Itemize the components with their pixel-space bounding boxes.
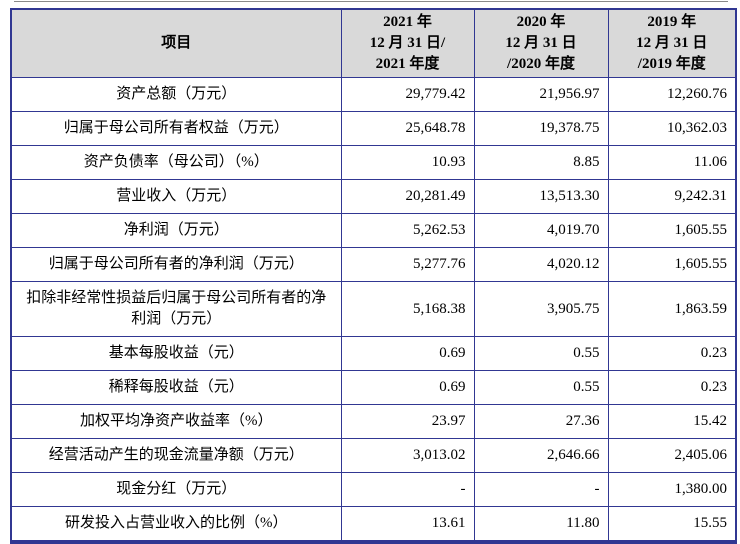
value-2021: 5,277.76 [340, 247, 475, 282]
value-2021: 23.97 [340, 404, 475, 439]
row-label: 资产负债率（母公司）（%） [10, 145, 342, 180]
financial-summary-table: 项目 2021 年 12 月 31 日/ 2021 年度 2020 年 12 月… [10, 8, 737, 544]
value-2021: 13.61 [340, 506, 475, 543]
value-2021: - [340, 472, 475, 507]
value-2020: - [473, 472, 609, 507]
value-2020: 19,378.75 [473, 111, 609, 146]
row-label: 现金分红（万元） [10, 472, 342, 507]
value-2019: 1,605.55 [607, 247, 737, 282]
value-2020: 27.36 [473, 404, 609, 439]
column-header-2021: 2021 年 12 月 31 日/ 2021 年度 [340, 8, 475, 78]
row-label: 研发投入占营业收入的比例（%） [10, 506, 342, 543]
value-2019: 2,405.06 [607, 438, 737, 473]
value-2020: 8.85 [473, 145, 609, 180]
value-2020: 21,956.97 [473, 77, 609, 112]
row-label: 稀释每股收益（元） [10, 370, 342, 405]
table-row: 归属于母公司所有者的净利润（万元） 5,277.76 4,020.12 1,60… [10, 247, 737, 282]
table-row: 现金分红（万元） - - 1,380.00 [10, 472, 737, 507]
row-label: 归属于母公司所有者的净利润（万元） [10, 247, 342, 282]
row-label: 净利润（万元） [10, 213, 342, 248]
value-2020: 13,513.30 [473, 179, 609, 214]
value-2019: 0.23 [607, 336, 737, 371]
page-top-rule [14, 1, 728, 2]
value-2019: 9,242.31 [607, 179, 737, 214]
table-row: 基本每股收益（元） 0.69 0.55 0.23 [10, 336, 737, 371]
table-row: 资产总额（万元） 29,779.42 21,956.97 12,260.76 [10, 77, 737, 112]
table-row: 归属于母公司所有者权益（万元） 25,648.78 19,378.75 10,3… [10, 111, 737, 146]
table-header: 项目 2021 年 12 月 31 日/ 2021 年度 2020 年 12 月… [10, 8, 737, 78]
table-row: 净利润（万元） 5,262.53 4,019.70 1,605.55 [10, 213, 737, 248]
value-2020: 2,646.66 [473, 438, 609, 473]
column-header-item: 项目 [10, 8, 342, 78]
value-2021: 0.69 [340, 370, 475, 405]
row-label: 基本每股收益（元） [10, 336, 342, 371]
row-label: 扣除非经常性损益后归属于母公司所有者的净利润（万元） [10, 281, 342, 337]
value-2021: 3,013.02 [340, 438, 475, 473]
value-2020: 0.55 [473, 370, 609, 405]
table-row: 稀释每股收益（元） 0.69 0.55 0.23 [10, 370, 737, 405]
value-2019: 0.23 [607, 370, 737, 405]
row-label: 归属于母公司所有者权益（万元） [10, 111, 342, 146]
value-2019: 10,362.03 [607, 111, 737, 146]
value-2020: 3,905.75 [473, 281, 609, 337]
table-row: 加权平均净资产收益率（%） 23.97 27.36 15.42 [10, 404, 737, 439]
table-row: 营业收入（万元） 20,281.49 13,513.30 9,242.31 [10, 179, 737, 214]
value-2021: 5,262.53 [340, 213, 475, 248]
column-header-2020: 2020 年 12 月 31 日 /2020 年度 [473, 8, 609, 78]
value-2021: 20,281.49 [340, 179, 475, 214]
value-2019: 1,380.00 [607, 472, 737, 507]
row-label: 经营活动产生的现金流量净额（万元） [10, 438, 342, 473]
value-2019: 15.42 [607, 404, 737, 439]
value-2019: 1,863.59 [607, 281, 737, 337]
row-label: 营业收入（万元） [10, 179, 342, 214]
table-row: 资产负债率（母公司）（%） 10.93 8.85 11.06 [10, 145, 737, 180]
value-2019: 12,260.76 [607, 77, 737, 112]
value-2019: 1,605.55 [607, 213, 737, 248]
column-header-2019: 2019 年 12 月 31 日 /2019 年度 [607, 8, 737, 78]
value-2021: 29,779.42 [340, 77, 475, 112]
value-2021: 25,648.78 [340, 111, 475, 146]
value-2020: 4,020.12 [473, 247, 609, 282]
row-label: 加权平均净资产收益率（%） [10, 404, 342, 439]
value-2020: 11.80 [473, 506, 609, 543]
value-2019: 15.55 [607, 506, 737, 543]
table-body: 资产总额（万元） 29,779.42 21,956.97 12,260.76 归… [10, 77, 737, 543]
value-2020: 0.55 [473, 336, 609, 371]
value-2021: 0.69 [340, 336, 475, 371]
value-2020: 4,019.70 [473, 213, 609, 248]
table-row: 经营活动产生的现金流量净额（万元） 3,013.02 2,646.66 2,40… [10, 438, 737, 473]
value-2021: 10.93 [340, 145, 475, 180]
value-2021: 5,168.38 [340, 281, 475, 337]
value-2019: 11.06 [607, 145, 737, 180]
table-row: 扣除非经常性损益后归属于母公司所有者的净利润（万元） 5,168.38 3,90… [10, 281, 737, 337]
table-row: 研发投入占营业收入的比例（%） 13.61 11.80 15.55 [10, 506, 737, 543]
header-row: 项目 2021 年 12 月 31 日/ 2021 年度 2020 年 12 月… [10, 8, 737, 78]
row-label: 资产总额（万元） [10, 77, 342, 112]
